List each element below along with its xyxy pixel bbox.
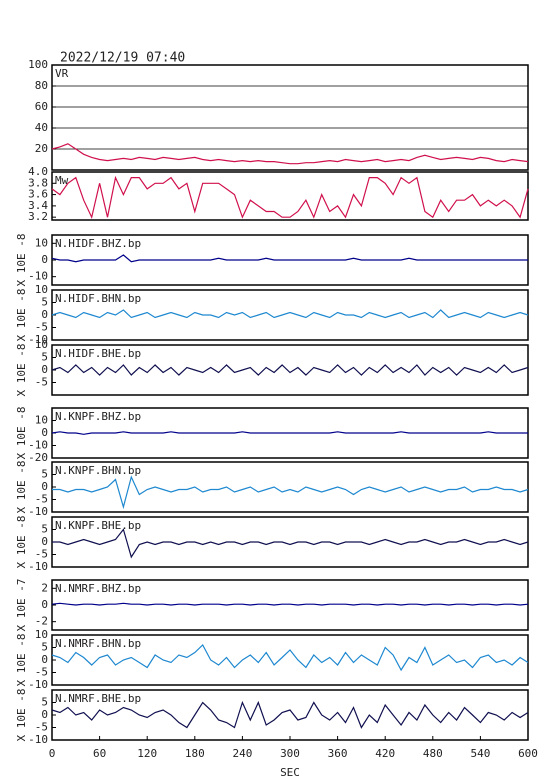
panel-label: N.HIDF.BHZ.bp bbox=[55, 237, 141, 250]
x-tick-label: 0 bbox=[49, 747, 56, 760]
y-axis-label: X 10E -8 bbox=[15, 516, 28, 569]
y-tick-label: 5 bbox=[41, 468, 48, 481]
trace-line bbox=[51, 254, 528, 263]
y-axis-label: X 10E -8 bbox=[15, 344, 28, 397]
y-tick-label: 4.0 bbox=[28, 165, 48, 178]
y-tick-label: 0 bbox=[41, 708, 48, 721]
y-tick-label: -5 bbox=[35, 548, 48, 561]
panel-label: N.NMRF.BHZ.bp bbox=[55, 582, 141, 595]
y-tick-label: 0 bbox=[41, 253, 48, 266]
x-tick-label: 120 bbox=[137, 747, 157, 760]
panel-label: N.KNPF.BHN.bp bbox=[55, 464, 141, 477]
trace-line bbox=[51, 644, 529, 672]
x-tick-label: 240 bbox=[232, 747, 252, 760]
figure-title: 2022/12/19 07:40 bbox=[60, 51, 185, 66]
panel-label: N.NMRF.BHE.bp bbox=[55, 692, 141, 705]
y-axis-label: X 10E -8 bbox=[15, 689, 28, 742]
y-tick-label: -5 bbox=[35, 493, 48, 506]
panel-label: N.HIDF.BHE.bp bbox=[55, 347, 141, 360]
y-tick-label: -5 bbox=[35, 666, 48, 679]
y-tick-label: 80 bbox=[35, 79, 48, 92]
y-tick-label: 10 bbox=[35, 283, 48, 296]
y-tick-label: -5 bbox=[35, 721, 48, 734]
y-axis-label: X 10E -8 bbox=[15, 289, 28, 342]
y-tick-label: 10 bbox=[35, 414, 48, 427]
x-tick-label: 480 bbox=[423, 747, 443, 760]
x-tick-label: 420 bbox=[375, 747, 395, 760]
y-tick-label: 10 bbox=[35, 628, 48, 641]
y-tick-label: 0 bbox=[41, 363, 48, 376]
y-tick-label: 5 bbox=[41, 296, 48, 309]
y-tick-label: 3.2 bbox=[28, 210, 48, 223]
y-tick-label: 100 bbox=[28, 58, 48, 71]
y-axis-label: X 10E -8 bbox=[15, 461, 28, 514]
y-tick-label: 0 bbox=[41, 535, 48, 548]
trace-line bbox=[52, 475, 529, 510]
y-tick-label: -10 bbox=[28, 560, 48, 573]
y-tick-label: 0 bbox=[41, 480, 48, 493]
y-tick-label: 3.6 bbox=[28, 188, 48, 201]
y-tick-label: -5 bbox=[35, 376, 48, 389]
y-tick-label: -2 bbox=[35, 615, 48, 628]
y-tick-label: 20 bbox=[35, 142, 48, 155]
y-tick-label: 5 bbox=[41, 523, 48, 536]
x-tick-label: 360 bbox=[328, 747, 348, 760]
panel-frame bbox=[51, 171, 529, 221]
y-tick-label: 40 bbox=[35, 121, 48, 134]
y-tick-label: 5 bbox=[41, 696, 48, 709]
y-tick-label: -10 bbox=[28, 505, 48, 518]
panel-label: VR bbox=[55, 67, 69, 80]
y-tick-label: -10 bbox=[28, 733, 48, 746]
x-tick-label: 180 bbox=[185, 747, 205, 760]
y-axis-label: X 10E -7 bbox=[15, 579, 28, 632]
y-tick-label: 2 bbox=[41, 581, 48, 594]
x-axis-label: SEC bbox=[280, 766, 300, 779]
panel-label: N.NMRF.BHN.bp bbox=[55, 637, 141, 650]
panel-label: Mw bbox=[55, 174, 69, 187]
panel-label: N.HIDF.BHN.bp bbox=[55, 292, 141, 305]
trace-line bbox=[51, 175, 529, 220]
panel-label: N.KNPF.BHZ.bp bbox=[55, 410, 141, 423]
trace-line bbox=[51, 364, 529, 376]
y-tick-label: 5 bbox=[41, 351, 48, 364]
y-tick-label: 3.4 bbox=[28, 199, 48, 212]
trace-line bbox=[52, 528, 529, 559]
x-tick-label: 300 bbox=[280, 747, 300, 760]
y-axis-label: X 10E -8 bbox=[15, 634, 28, 687]
y-axis-label: X 10E -8 bbox=[15, 407, 28, 460]
y-tick-label: 5 bbox=[41, 641, 48, 654]
trace-line bbox=[51, 309, 529, 319]
trace-line bbox=[51, 602, 529, 606]
x-tick-label: 540 bbox=[470, 747, 490, 760]
y-tick-label: 0 bbox=[41, 426, 48, 439]
y-tick-label: -20 bbox=[28, 451, 48, 464]
y-tick-label: 10 bbox=[35, 236, 48, 249]
x-tick-label: 600 bbox=[518, 747, 538, 760]
trace-line bbox=[51, 431, 528, 435]
y-tick-label: -10 bbox=[28, 333, 48, 346]
y-tick-label: 10 bbox=[35, 338, 48, 351]
y-tick-label: -10 bbox=[28, 270, 48, 283]
y-axis-label: X 10E -8 bbox=[15, 234, 28, 287]
panel-label: N.KNPF.BHE.bp bbox=[55, 519, 141, 532]
trace-line bbox=[51, 143, 529, 165]
trace-line bbox=[51, 700, 529, 729]
panel-frame bbox=[51, 64, 529, 171]
y-tick-label: 0 bbox=[41, 598, 48, 611]
y-tick-label: -5 bbox=[35, 321, 48, 334]
y-tick-label: -10 bbox=[28, 439, 48, 452]
y-tick-label: 3.8 bbox=[28, 176, 48, 189]
y-tick-label: 60 bbox=[35, 100, 48, 113]
y-tick-label: -10 bbox=[28, 678, 48, 691]
x-tick-label: 60 bbox=[93, 747, 106, 760]
y-tick-label: 0 bbox=[41, 653, 48, 666]
y-tick-label: 0 bbox=[41, 308, 48, 321]
